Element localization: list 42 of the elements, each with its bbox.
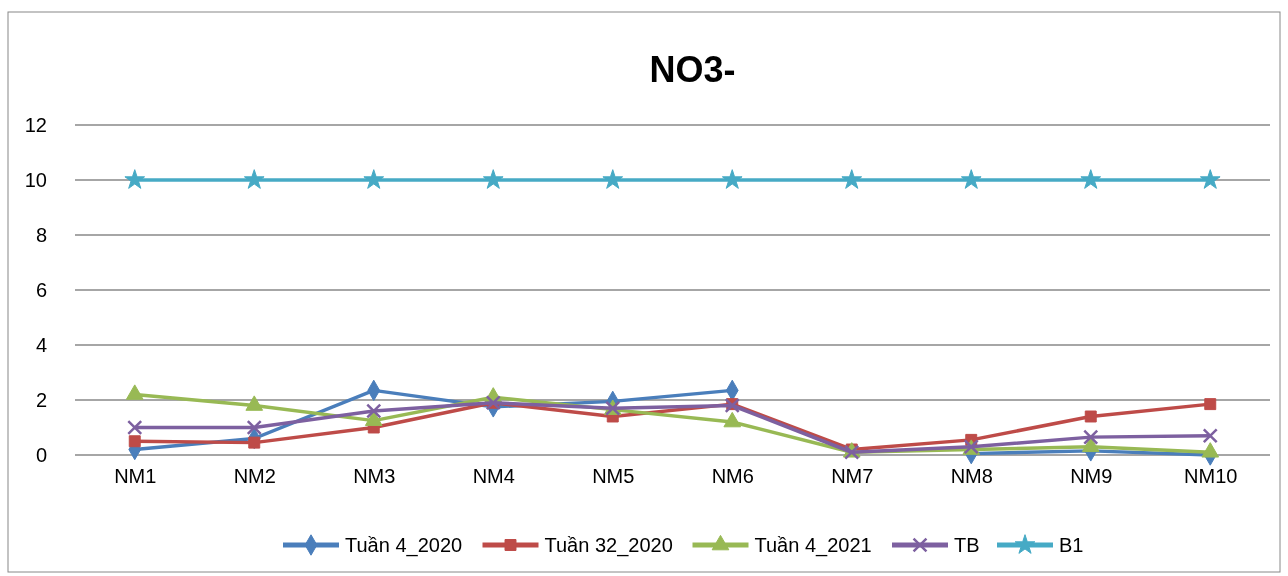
- x-tick-label: NM1: [114, 465, 157, 488]
- point: [366, 403, 382, 419]
- point: [246, 419, 262, 436]
- y-tick-label: 12: [24, 113, 47, 136]
- point: [127, 419, 143, 436]
- x-tick-label: NM6: [711, 465, 754, 488]
- x-tick-label: NM5: [592, 465, 635, 488]
- point: [1202, 428, 1218, 444]
- point: [363, 169, 385, 189]
- y-tick-label: 10: [24, 168, 47, 191]
- legend-label: Tuần 4_2021: [754, 534, 872, 557]
- y-tick-label: 6: [35, 278, 47, 301]
- point: [1204, 398, 1217, 411]
- legend-label: B1: [1059, 534, 1084, 556]
- x-tick-label: NM9: [1070, 465, 1113, 488]
- point: [960, 169, 982, 189]
- y-tick-label: 0: [35, 443, 47, 466]
- y-tick-label: 4: [35, 333, 47, 356]
- point: [1083, 429, 1099, 445]
- point: [482, 169, 504, 189]
- point: [248, 436, 261, 449]
- x-tick-label: NM7: [831, 465, 874, 488]
- legend-label: Tuần 4_2020: [345, 534, 463, 557]
- x-tick-label: NM8: [950, 465, 993, 488]
- point: [128, 435, 141, 448]
- y-tick-label: 2: [35, 388, 47, 411]
- point: [1080, 169, 1102, 189]
- point: [1199, 169, 1221, 189]
- chart-title: NO3-: [649, 49, 736, 90]
- point: [124, 169, 146, 189]
- legend-label: TB: [954, 534, 980, 556]
- point: [1084, 410, 1097, 423]
- point: [721, 169, 743, 189]
- x-tick-label: NM2: [233, 465, 276, 488]
- point: [602, 169, 624, 189]
- x-tick-label: NM10: [1184, 465, 1238, 488]
- x-tick-label: NM3: [353, 465, 396, 488]
- x-tick-label: NM4: [472, 465, 515, 488]
- legend-label: Tuần 32_2020: [544, 534, 673, 557]
- y-tick-label: 8: [35, 223, 47, 246]
- point: [243, 169, 265, 189]
- point: [841, 169, 863, 189]
